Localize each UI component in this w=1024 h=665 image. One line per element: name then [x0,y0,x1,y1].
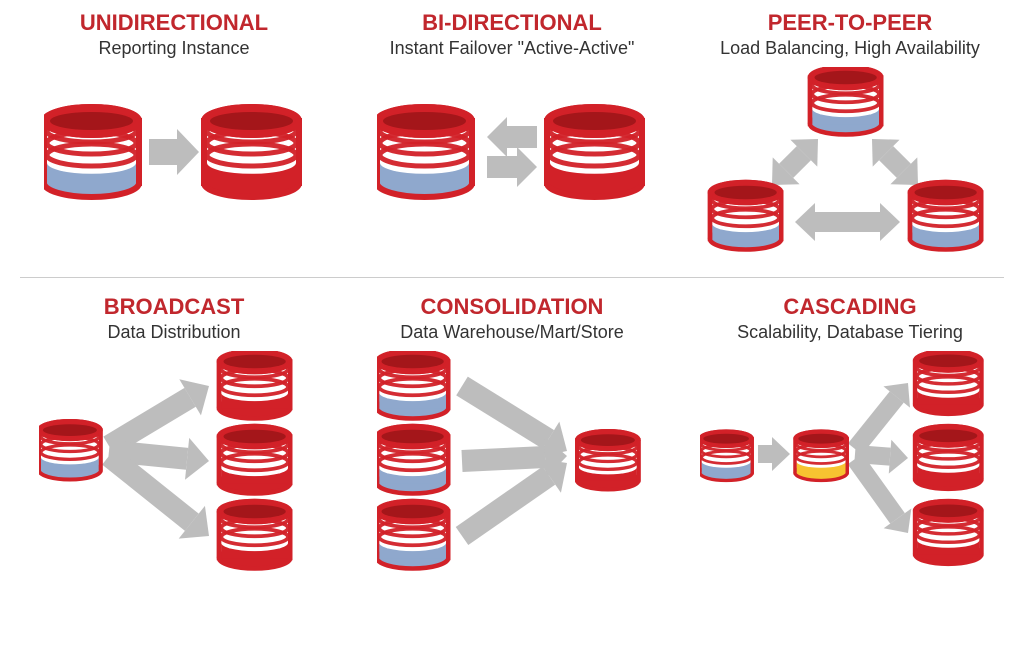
cascading-panel: CASCADINGScalability, Database Tiering [696,294,1004,576]
peer-subtitle: Load Balancing, High Availability [696,38,1004,59]
consolidation-panel: CONSOLIDATIONData Warehouse/Mart/Store [358,294,666,576]
peer-panel: PEER-TO-PEERLoad Balancing, High Availab… [696,10,1004,267]
cascading-subtitle: Scalability, Database Tiering [696,322,1004,343]
cascading-title: CASCADING [696,294,1004,320]
bidirectional-diagram [377,67,647,217]
unidirectional-subtitle: Reporting Instance [20,38,328,59]
consolidation-subtitle: Data Warehouse/Mart/Store [358,322,666,343]
peer-title: PEER-TO-PEER [696,10,1004,36]
peer-diagram [700,67,1000,267]
broadcast-subtitle: Data Distribution [20,322,328,343]
broadcast-panel: BROADCASTData Distribution [20,294,328,576]
broadcast-title: BROADCAST [20,294,328,320]
unidirectional-panel: UNIDIRECTIONALReporting Instance [20,10,328,267]
bidirectional-title: BI-DIRECTIONAL [358,10,666,36]
bidirectional-panel: BI-DIRECTIONALInstant Failover "Active-A… [358,10,666,267]
broadcast-diagram [39,351,309,576]
cascading-diagram [700,351,1000,571]
unidirectional-title: UNIDIRECTIONAL [20,10,328,36]
row-separator [20,277,1004,278]
consolidation-title: CONSOLIDATION [358,294,666,320]
unidirectional-diagram [44,67,304,217]
bidirectional-subtitle: Instant Failover "Active-Active" [358,38,666,59]
consolidation-diagram [377,351,647,576]
